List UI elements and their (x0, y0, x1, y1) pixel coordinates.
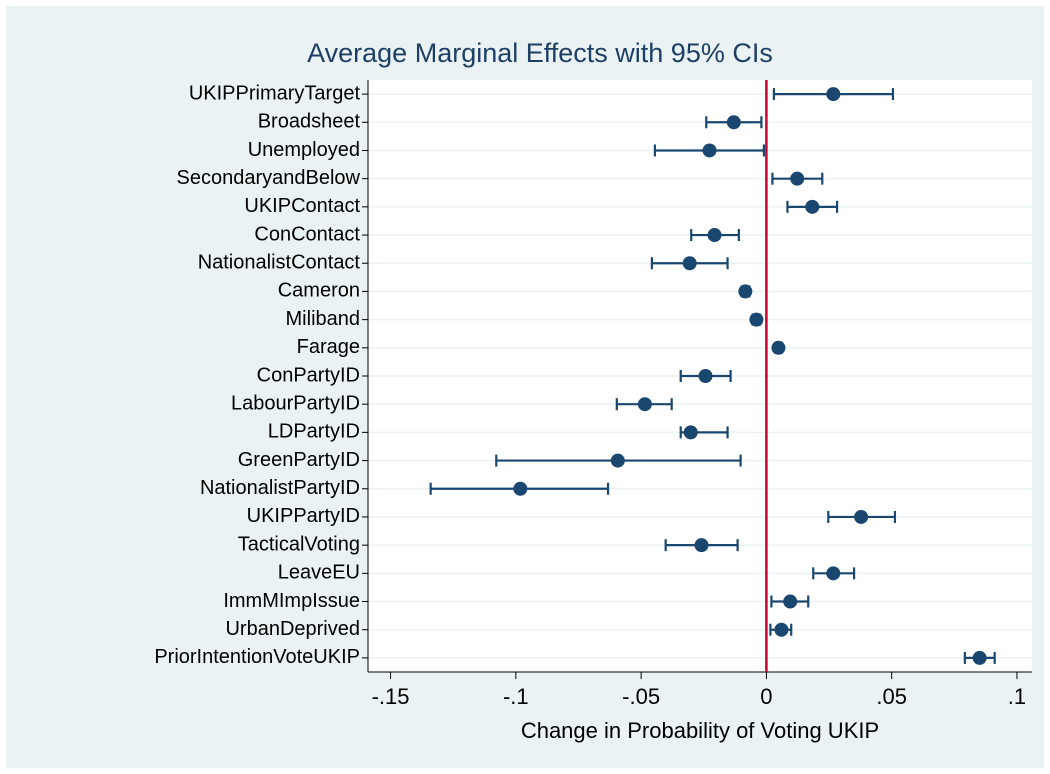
point-estimate (972, 650, 987, 665)
point-estimate (707, 228, 722, 243)
x-tick-label: .1 (1008, 684, 1026, 709)
point-estimate (826, 87, 841, 102)
point-estimate (749, 312, 764, 327)
point-estimate (694, 538, 709, 553)
y-tick-label: UrbanDeprived (225, 618, 360, 640)
y-tick-label: UKIPContact (244, 195, 360, 217)
y-tick-label: SecondaryandBelow (177, 167, 361, 189)
chart-title: Average Marginal Effects with 95% CIs (307, 38, 773, 68)
point-estimate (790, 171, 805, 186)
y-tick-label: UKIPPrimaryTarget (189, 82, 361, 104)
point-estimate (826, 566, 841, 581)
x-tick-label: 0 (760, 684, 772, 709)
point-estimate (805, 199, 820, 214)
point-estimate (738, 284, 753, 299)
y-tick-label: LDPartyID (268, 421, 360, 443)
y-tick-label: GreenPartyID (238, 449, 360, 471)
point-estimate (513, 481, 528, 496)
y-tick-label: Miliband (286, 308, 360, 330)
x-axis-label: Change in Probability of Voting UKIP (521, 718, 879, 743)
point-estimate (702, 143, 717, 158)
y-tick-label: LeaveEU (278, 562, 360, 584)
point-estimate (783, 594, 798, 609)
point-estimate (771, 340, 786, 355)
y-tick-label: NationalistContact (198, 252, 361, 274)
y-tick-label: PriorIntentionVoteUKIP (154, 646, 360, 668)
point-estimate (854, 509, 869, 524)
y-tick-label: Farage (297, 336, 360, 358)
point-estimate (610, 453, 625, 468)
y-tick-label: LabourPartyID (231, 392, 360, 414)
point-estimate (726, 115, 741, 130)
y-tick-label: NationalistPartyID (200, 477, 360, 499)
y-tick-label: ConPartyID (257, 364, 360, 386)
point-estimate (682, 256, 697, 271)
point-estimate (683, 425, 698, 440)
x-tick-label: -.15 (372, 684, 410, 709)
x-tick-label: .05 (876, 684, 907, 709)
y-tick-label: ImmMImpIssue (223, 590, 360, 612)
y-tick-label: Cameron (278, 280, 360, 302)
point-estimate (698, 369, 713, 383)
y-tick-label: UKIPPartyID (247, 505, 360, 527)
point-estimate (637, 397, 652, 412)
point-estimate (774, 622, 789, 637)
y-tick-label: Unemployed (248, 139, 360, 161)
y-tick-label: TacticalVoting (238, 533, 360, 555)
x-tick-label: -.1 (503, 684, 529, 709)
y-tick-label: Broadsheet (258, 111, 361, 133)
y-tick-label: ConContact (254, 223, 360, 245)
x-tick-label: -.05 (622, 684, 660, 709)
